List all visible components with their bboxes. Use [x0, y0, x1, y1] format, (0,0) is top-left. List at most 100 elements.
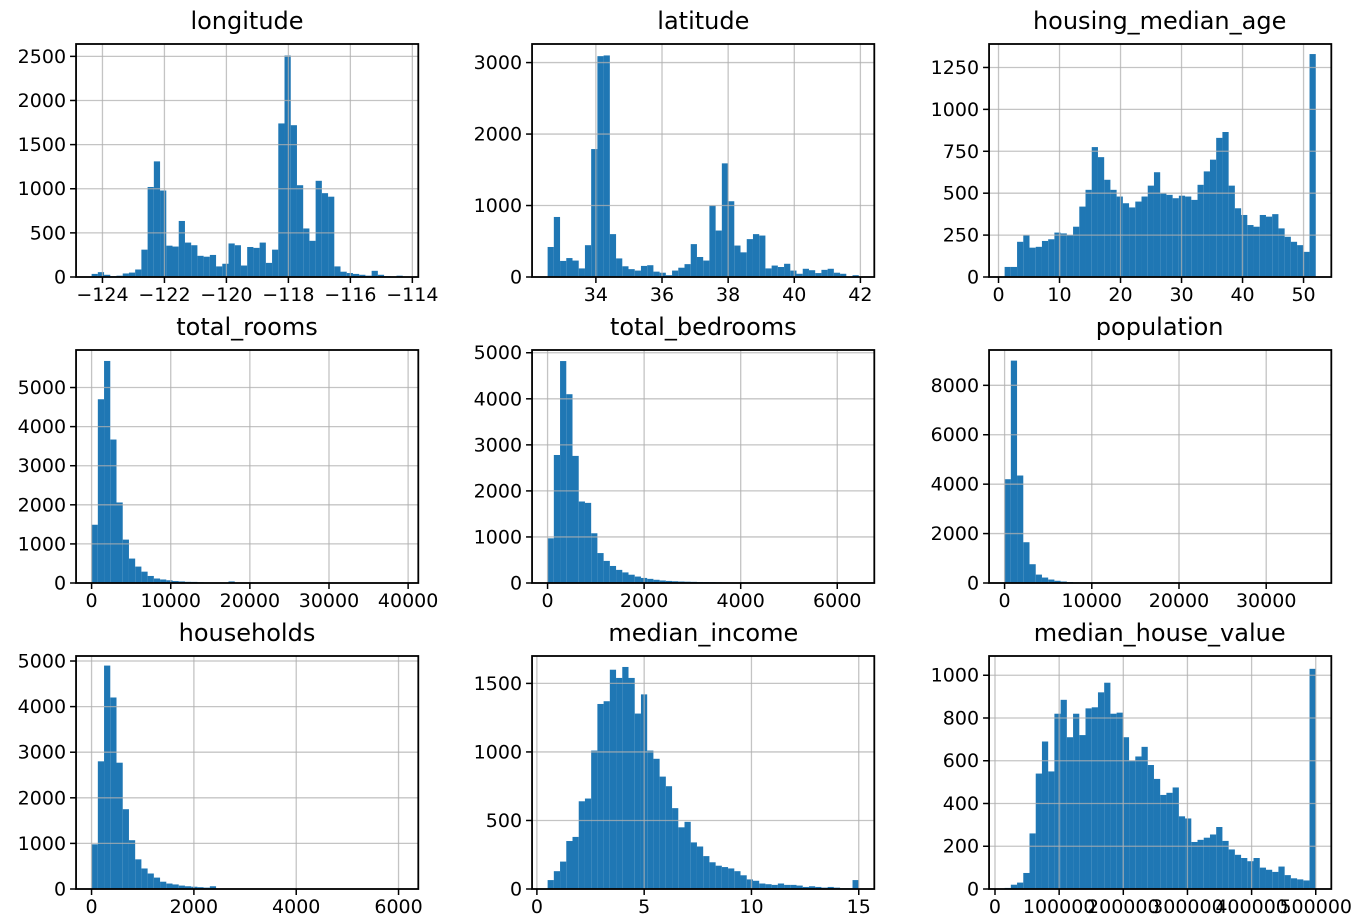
- x-tick-label: 0: [86, 896, 98, 918]
- histogram-bar: [141, 571, 148, 583]
- x-tick-label: 20: [1108, 284, 1132, 306]
- x-tick-label: 50: [1291, 284, 1315, 306]
- y-tick-label: 0: [510, 267, 522, 289]
- histogram-bar: [622, 572, 629, 583]
- x-tick-label: 0: [86, 590, 98, 612]
- y-tick-label: 4000: [930, 474, 978, 496]
- histogram-bar: [691, 842, 698, 889]
- x-tick-label: 42: [849, 284, 873, 306]
- y-tick-label: 800: [942, 707, 978, 729]
- histogram-bar: [1240, 214, 1247, 277]
- histogram-bar: [1184, 818, 1191, 889]
- x-tick-label: 10: [1047, 284, 1071, 306]
- histogram-bar: [784, 263, 791, 277]
- histogram-bar: [653, 271, 660, 277]
- histogram-bar: [1041, 741, 1048, 889]
- y-tick-label: 1000: [18, 533, 66, 555]
- histogram-bar: [684, 821, 692, 889]
- histogram-bar: [585, 245, 592, 277]
- histogram-bar: [1209, 834, 1216, 889]
- subplot-longitude: longitude −124 −122 −120 −118 −116 −114 0 500 10…: [0, 0, 456, 306]
- histogram-bar: [97, 272, 105, 277]
- histogram-bar: [554, 454, 561, 583]
- histogram-bar: [547, 246, 555, 277]
- histogram-bar: [1271, 214, 1279, 277]
- y-tick-label: 1250: [930, 57, 978, 79]
- histogram-bar: [184, 242, 192, 277]
- histogram-bar: [1029, 564, 1036, 583]
- y-tick-label: 0: [967, 879, 979, 901]
- x-tick-label: 10000: [1061, 590, 1121, 612]
- y-tick-label: 0: [54, 267, 66, 289]
- histogram-bar: [1054, 580, 1061, 583]
- histogram-bar: [104, 274, 111, 277]
- histogram-bar: [790, 884, 797, 889]
- histogram-bar: [1047, 579, 1055, 583]
- histogram-bar: [1054, 232, 1061, 277]
- y-tick-label: 4000: [474, 388, 522, 410]
- histogram-bar: [803, 268, 810, 277]
- histogram-bar: [197, 255, 204, 277]
- y-tick-label: 1000: [18, 833, 66, 855]
- histogram-bar: [709, 205, 716, 277]
- histogram-bar: [1134, 756, 1142, 889]
- histogram-bar: [585, 798, 592, 889]
- histogram-bar: [1022, 235, 1030, 277]
- histogram-bar: [1265, 216, 1272, 277]
- histogram-bar: [610, 565, 617, 583]
- axes-spines: [987, 349, 1332, 584]
- histogram-bar: [303, 228, 310, 277]
- histogram-bar: [765, 884, 772, 889]
- y-tick-label: 2000: [930, 523, 978, 545]
- histogram-bar: [616, 258, 623, 277]
- histogram-bar: [1166, 792, 1173, 889]
- histogram-bar: [1278, 866, 1285, 889]
- x-tick-label: 5: [638, 896, 650, 918]
- chart-title-housing-median-age: housing_median_age: [1032, 7, 1287, 35]
- axes-spines: [75, 655, 420, 890]
- histogram-bar: [160, 881, 167, 889]
- histogram-bar: [603, 560, 611, 583]
- histogram-bar: [1116, 196, 1123, 277]
- histogram-bar: [1029, 247, 1036, 277]
- histogram-bar: [778, 883, 785, 889]
- y-tick-label: 3000: [474, 434, 522, 456]
- histogram-bar: [554, 216, 561, 277]
- histogram-bar: [1010, 266, 1017, 277]
- histogram-bar: [1016, 241, 1023, 277]
- histogram-bar: [1290, 241, 1297, 277]
- histogram-bar: [790, 270, 797, 277]
- histogram-bar: [1010, 360, 1017, 583]
- histogram-bar: [1078, 735, 1086, 889]
- histogram-bar: [1290, 878, 1297, 889]
- histogram-bar: [635, 713, 642, 889]
- histogram-bar: [709, 862, 716, 889]
- histogram-bar: [91, 273, 98, 277]
- histogram-bar: [135, 269, 142, 277]
- histogram-bar: [91, 524, 98, 583]
- histogram-bar: [209, 254, 217, 277]
- histogram-bar: [153, 161, 161, 277]
- histogram-bar: [97, 399, 105, 583]
- histogram-bar: [1228, 849, 1235, 889]
- histogram-bar: [560, 861, 567, 889]
- histogram-bar: [821, 269, 828, 277]
- y-tick-label: 500: [30, 222, 66, 244]
- axes-spines: [987, 43, 1332, 278]
- y-tick-label: 200: [942, 836, 978, 858]
- histogram-bar: [666, 580, 673, 583]
- x-tick-label: 10: [740, 896, 764, 918]
- x-tick-label: 30000: [1236, 590, 1296, 612]
- histogram-bar: [240, 265, 248, 277]
- histogram-bar: [1159, 794, 1167, 889]
- histogram-bar: [1041, 240, 1048, 277]
- histogram-bar: [1110, 189, 1117, 277]
- histogram-bar: [1016, 882, 1023, 889]
- histogram-bar: [91, 844, 98, 889]
- histogram-bar: [147, 575, 154, 583]
- histogram-bar: [1284, 236, 1291, 277]
- histogram-bar: [1010, 884, 1017, 889]
- y-tick-label: 5000: [474, 342, 522, 364]
- histogram-bar: [122, 273, 129, 277]
- x-tick-label: 4000: [272, 896, 320, 918]
